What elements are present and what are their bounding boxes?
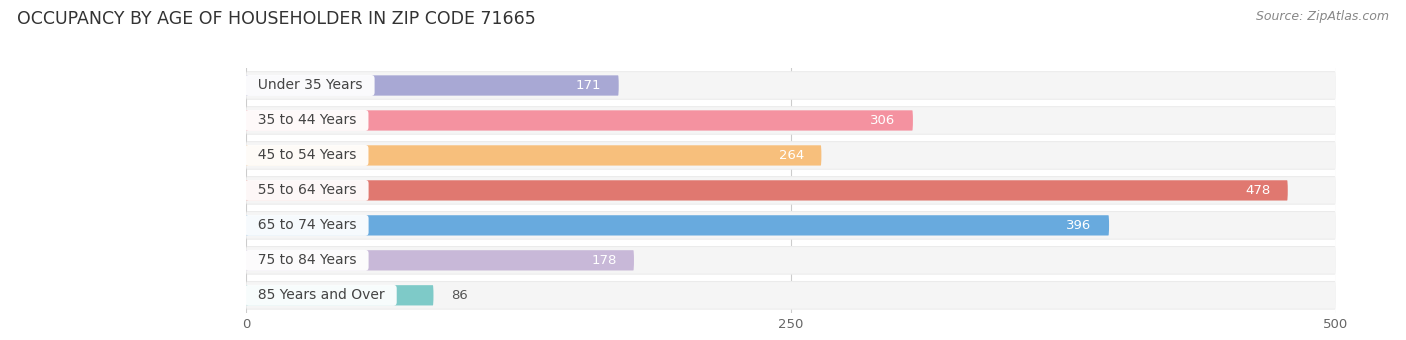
FancyBboxPatch shape: [246, 110, 912, 131]
FancyBboxPatch shape: [246, 141, 1336, 170]
Text: 85 Years and Over: 85 Years and Over: [249, 288, 394, 302]
Text: 306: 306: [870, 114, 896, 127]
FancyBboxPatch shape: [246, 71, 1336, 100]
Text: 264: 264: [779, 149, 804, 162]
FancyBboxPatch shape: [246, 247, 1336, 274]
Text: 171: 171: [576, 79, 602, 92]
FancyBboxPatch shape: [246, 106, 1336, 135]
Text: 55 to 64 Years: 55 to 64 Years: [249, 183, 366, 198]
FancyBboxPatch shape: [246, 282, 1336, 309]
FancyBboxPatch shape: [246, 250, 634, 271]
Text: Source: ZipAtlas.com: Source: ZipAtlas.com: [1256, 10, 1389, 23]
Text: 396: 396: [1066, 219, 1091, 232]
FancyBboxPatch shape: [246, 281, 1336, 310]
FancyBboxPatch shape: [246, 212, 1336, 239]
FancyBboxPatch shape: [246, 215, 1109, 236]
FancyBboxPatch shape: [246, 176, 1336, 205]
FancyBboxPatch shape: [246, 107, 1336, 134]
FancyBboxPatch shape: [246, 246, 1336, 275]
FancyBboxPatch shape: [246, 285, 433, 305]
Text: 35 to 44 Years: 35 to 44 Years: [249, 114, 366, 128]
FancyBboxPatch shape: [246, 180, 1288, 201]
Text: Under 35 Years: Under 35 Years: [249, 79, 371, 92]
FancyBboxPatch shape: [246, 145, 821, 166]
Text: 478: 478: [1246, 184, 1271, 197]
Text: 65 to 74 Years: 65 to 74 Years: [249, 218, 366, 232]
Text: OCCUPANCY BY AGE OF HOUSEHOLDER IN ZIP CODE 71665: OCCUPANCY BY AGE OF HOUSEHOLDER IN ZIP C…: [17, 10, 536, 28]
FancyBboxPatch shape: [246, 142, 1336, 169]
Text: 45 to 54 Years: 45 to 54 Years: [249, 149, 366, 163]
Text: 86: 86: [451, 289, 468, 302]
Text: 75 to 84 Years: 75 to 84 Years: [249, 253, 366, 267]
FancyBboxPatch shape: [246, 177, 1336, 204]
FancyBboxPatch shape: [246, 211, 1336, 240]
FancyBboxPatch shape: [246, 75, 619, 96]
FancyBboxPatch shape: [246, 72, 1336, 99]
Text: 178: 178: [591, 254, 616, 267]
